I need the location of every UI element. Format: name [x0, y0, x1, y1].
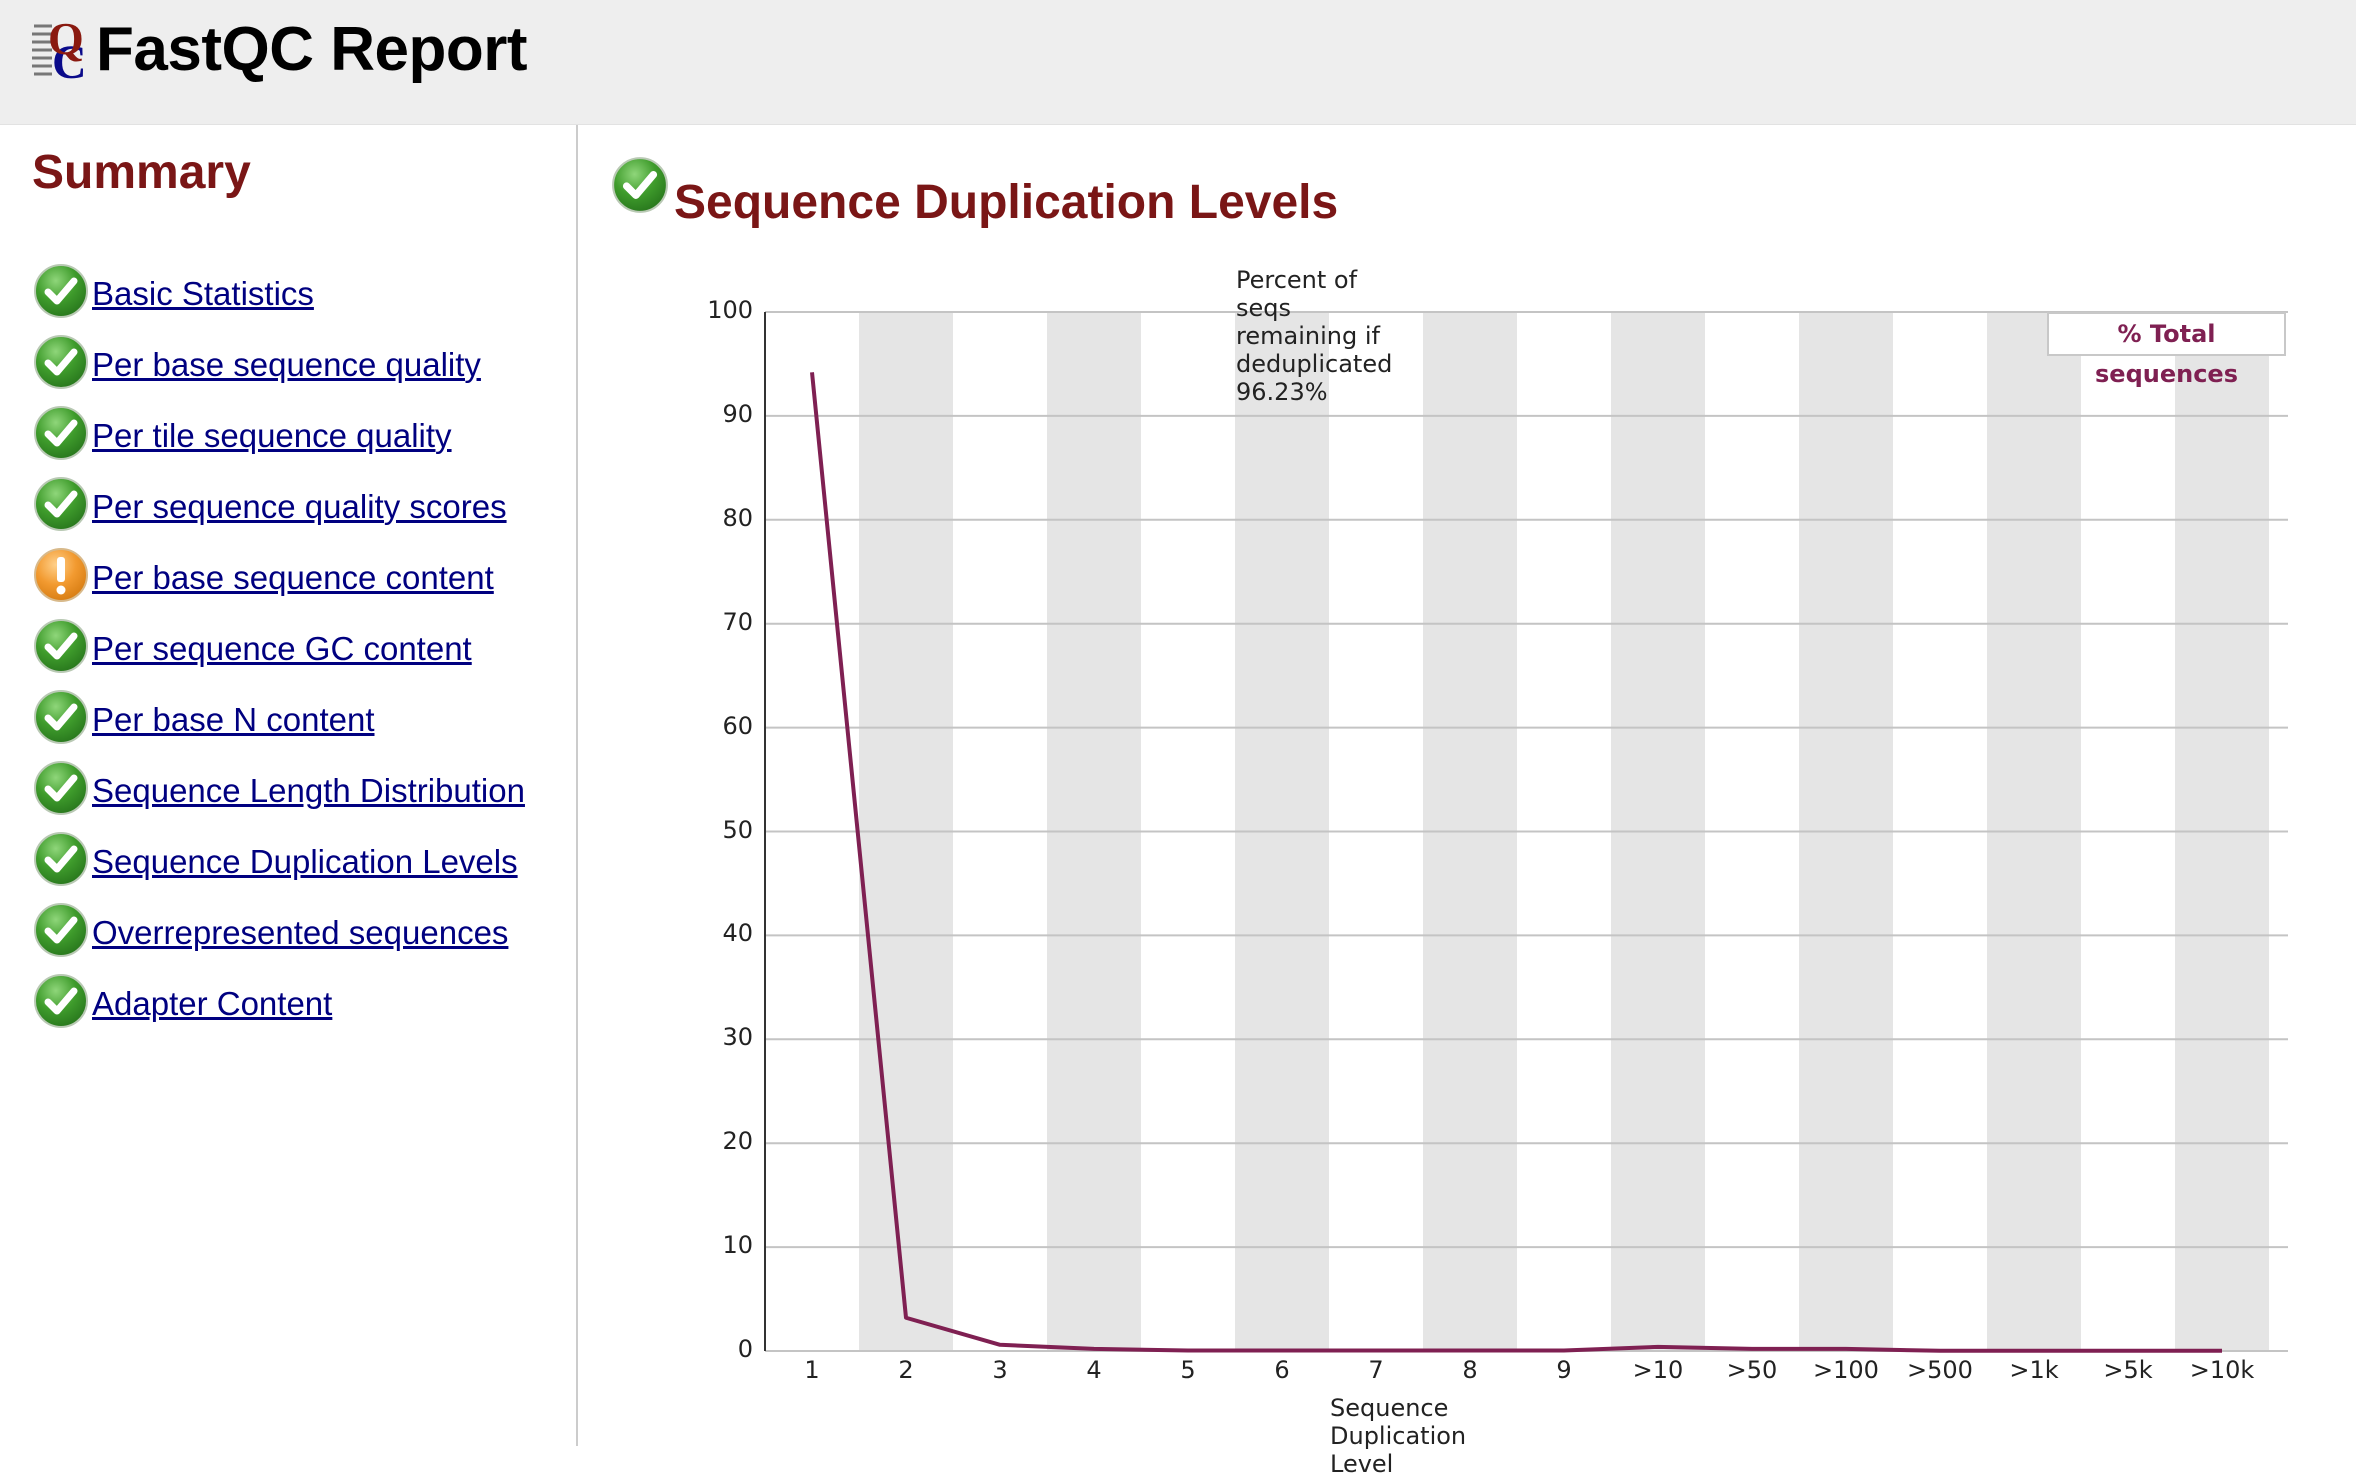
x-axis-label: Sequence Duplication Level: [1330, 1394, 1467, 1478]
report-header: C Q FastQC Report: [0, 0, 2356, 125]
x-tick-label: >5k: [2103, 1356, 2153, 1384]
nav-link-sequence-duplication-levels[interactable]: Sequence Duplication Levels: [92, 842, 518, 880]
chart-legend: % Total sequences: [2047, 312, 2286, 388]
y-tick-label: 30: [722, 1023, 753, 1052]
module-list: Basic Statistics Per base sequence quali…: [32, 255, 525, 1036]
nav-item-per-base-n-content[interactable]: Per base N content: [32, 681, 525, 752]
svg-text:Q: Q: [48, 13, 84, 64]
nav-item-per-sequence-gc-content[interactable]: Per sequence GC content: [32, 610, 525, 681]
x-tick-label: >1k: [2009, 1356, 2059, 1384]
module-section: Sequence Duplication Levels: [580, 125, 2356, 1446]
y-tick-label: 10: [722, 1231, 753, 1260]
y-tick-label: 60: [722, 711, 753, 740]
x-tick-label: 7: [1368, 1356, 1384, 1384]
y-tick-label: 90: [722, 399, 753, 428]
nav-link-per-base-sequence-content[interactable]: Per base sequence content: [92, 558, 494, 596]
y-tick-label: 80: [722, 503, 753, 532]
y-tick-label: 100: [707, 296, 753, 324]
summary-heading: Summary: [32, 146, 251, 199]
nav-item-per-sequence-quality-scores[interactable]: Per sequence quality scores: [32, 468, 525, 539]
x-tick-label: 6: [1274, 1356, 1290, 1384]
module-title: Sequence Duplication Levels: [674, 176, 1339, 229]
report-title: FastQC Report: [96, 15, 527, 84]
nav-link-overrepresented-sequences[interactable]: Overrepresented sequences: [92, 913, 509, 951]
nav-link-per-base-sequence-quality[interactable]: Per base sequence quality: [92, 345, 481, 383]
x-tick-label: >10: [1632, 1356, 1684, 1384]
nav-item-per-base-sequence-content[interactable]: Per base sequence content: [32, 539, 525, 610]
x-tick-label: >500: [1907, 1356, 1973, 1384]
nav-item-sequence-length-distribution[interactable]: Sequence Length Distribution: [32, 752, 525, 823]
nav-item-basic-statistics[interactable]: Basic Statistics: [32, 255, 525, 326]
chart-title: Percent of seqs remaining if deduplicate…: [1236, 266, 1393, 406]
x-tick-label: >50: [1726, 1356, 1778, 1384]
y-tick-label: 40: [722, 919, 753, 948]
x-tick-label: 2: [898, 1356, 914, 1384]
nav-link-sequence-length-distribution[interactable]: Sequence Length Distribution: [92, 771, 525, 809]
nav-link-per-sequence-gc-content[interactable]: Per sequence GC content: [92, 629, 472, 667]
y-tick-label: 70: [722, 607, 753, 636]
y-tick-label: 20: [722, 1127, 753, 1156]
x-tick-label: 3: [992, 1356, 1008, 1384]
chart-plot-area: [764, 311, 2288, 1353]
x-tick-label: 4: [1086, 1356, 1102, 1384]
x-tick-label: 5: [1180, 1356, 1196, 1384]
nav-link-per-sequence-quality-scores[interactable]: Per sequence quality scores: [92, 487, 507, 525]
svg-text:C: C: [52, 36, 87, 82]
y-tick-label: 50: [722, 815, 753, 844]
nav-link-per-tile-sequence-quality[interactable]: Per tile sequence quality: [92, 416, 452, 454]
y-tick-label: 0: [737, 1335, 753, 1363]
nav-link-per-base-n-content[interactable]: Per base N content: [92, 700, 375, 738]
x-tick-label: 8: [1462, 1356, 1478, 1384]
x-tick-label: >10k: [2189, 1356, 2255, 1384]
nav-item-per-tile-sequence-quality[interactable]: Per tile sequence quality: [32, 397, 525, 468]
nav-link-adapter-content[interactable]: Adapter Content: [92, 984, 333, 1022]
series-line: [810, 372, 2222, 1353]
nav-link-basic-statistics[interactable]: Basic Statistics: [92, 274, 314, 312]
x-tick-label: 1: [804, 1356, 820, 1384]
fastqc-logo-icon: C Q: [32, 13, 87, 82]
nav-item-adapter-content[interactable]: Adapter Content: [32, 965, 525, 1036]
x-tick-label: >100: [1813, 1356, 1879, 1384]
nav-item-overrepresented-sequences[interactable]: Overrepresented sequences: [32, 894, 525, 965]
x-tick-label: 9: [1556, 1356, 1572, 1384]
nav-item-per-base-sequence-quality[interactable]: Per base sequence quality: [32, 326, 525, 397]
nav-item-sequence-duplication-levels[interactable]: Sequence Duplication Levels: [32, 823, 525, 894]
summary-sidebar: Summary Basic Statistics Per base sequen…: [0, 125, 578, 1446]
